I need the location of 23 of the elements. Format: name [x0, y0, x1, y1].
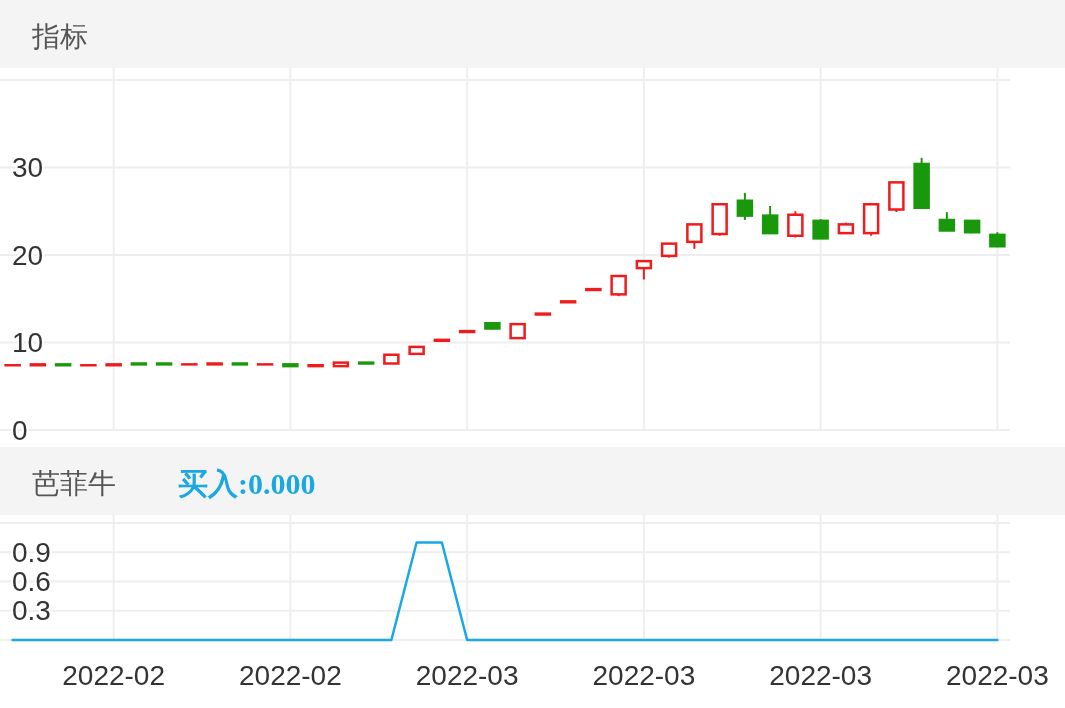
y-tick-label: 0.6: [12, 566, 51, 597]
x-tick-label: 2022-03: [592, 660, 696, 691]
x-tick-label: 2022-03: [415, 660, 519, 691]
y-tick-label: 0.9: [12, 536, 51, 568]
text: 买入:0.000: [178, 467, 316, 500]
chart-title: 指标: [31, 21, 88, 52]
y-tick-label: 30: [12, 152, 44, 183]
x-tick-label: 2022-02: [238, 660, 342, 691]
x-tick-label: 2022-03: [769, 660, 873, 691]
x-tick-label: 2022-03: [945, 660, 1049, 691]
candlestick: [686, 223, 703, 250]
candlestick: [761, 205, 779, 235]
candlestick: [938, 211, 956, 232]
candlestick: [635, 259, 653, 281]
candlestick: [787, 210, 804, 239]
candlestick: [736, 191, 754, 221]
y-tick-label: 0.3: [12, 595, 51, 627]
y-tick-label: 10: [12, 327, 44, 358]
chart-title: 芭菲牛: [32, 468, 116, 499]
x-tick-label: 2022-02: [62, 660, 166, 691]
y-tick-label: 20: [12, 239, 44, 271]
candlestick: [812, 218, 829, 240]
y-tick-label: 0: [12, 414, 28, 446]
